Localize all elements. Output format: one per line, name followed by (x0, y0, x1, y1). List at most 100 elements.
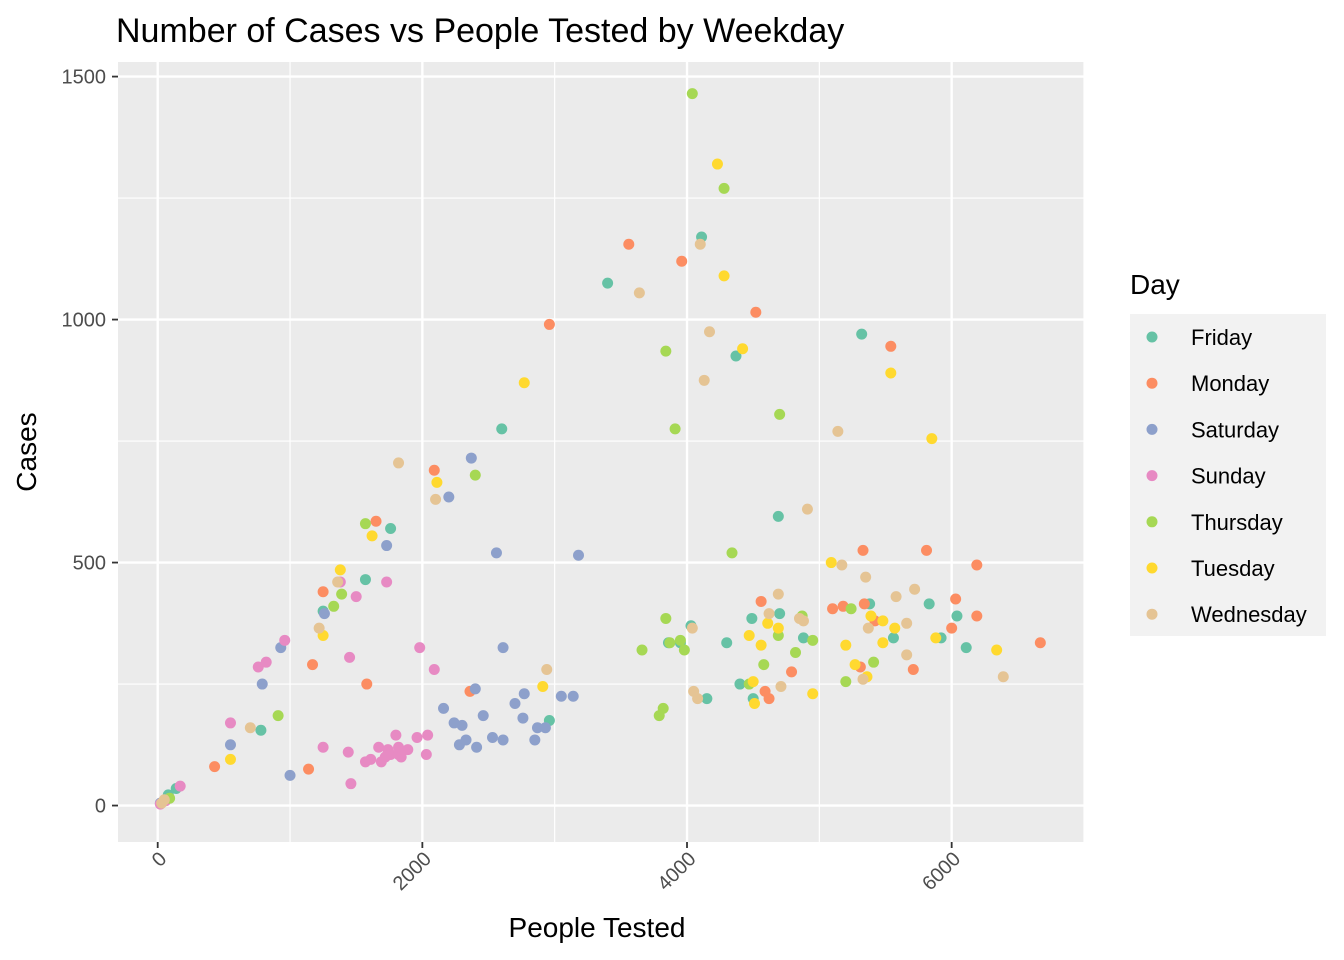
data-point-sunday (174, 780, 186, 792)
legend-label: Tuesday (1191, 556, 1275, 581)
data-point-monday (361, 678, 373, 690)
data-point-sunday (350, 591, 362, 603)
data-point-tuesday (755, 639, 767, 651)
data-point-sunday (345, 778, 357, 790)
data-point-friday (734, 678, 746, 690)
x-axis-title: People Tested (509, 912, 686, 943)
data-point-wednesday (901, 649, 913, 661)
data-point-sunday (395, 751, 407, 763)
data-point-saturday (456, 719, 468, 731)
data-point-monday (370, 515, 382, 527)
data-point-friday (951, 610, 963, 622)
data-point-wednesday (158, 794, 170, 806)
legend-key-thursday (1146, 516, 1158, 528)
data-point-sunday (381, 576, 393, 588)
legend-key-saturday (1146, 423, 1158, 435)
data-point-friday (730, 350, 742, 362)
data-point-saturday (465, 452, 477, 464)
data-point-sunday (402, 744, 414, 756)
data-point-saturday (443, 491, 455, 503)
data-point-monday (827, 603, 839, 615)
data-point-tuesday (889, 622, 901, 634)
data-point-monday (1034, 637, 1046, 649)
data-point-tuesday (366, 530, 378, 542)
data-point-tuesday (224, 753, 236, 765)
data-point-tuesday (537, 680, 549, 692)
data-point-sunday (420, 749, 432, 761)
data-point-friday (721, 637, 733, 649)
data-point-saturday (471, 741, 483, 753)
data-point-thursday (359, 518, 371, 530)
data-point-monday (428, 464, 440, 476)
data-point-tuesday (885, 367, 897, 379)
data-point-tuesday (718, 270, 730, 282)
data-point-monday (543, 318, 555, 330)
legend-key-tuesday (1146, 562, 1158, 574)
data-point-saturday (438, 702, 450, 714)
legend-key-sunday (1146, 470, 1158, 482)
data-point-wednesday (909, 583, 921, 595)
legend-key-background (1130, 314, 1326, 636)
data-point-sunday (428, 663, 440, 675)
data-point-tuesday (711, 158, 723, 170)
data-point-saturday (256, 678, 268, 690)
data-point-monday (786, 666, 798, 678)
data-point-sunday (365, 753, 377, 765)
data-point-thursday (807, 634, 819, 646)
data-point-saturday (518, 688, 530, 700)
data-point-monday (755, 595, 767, 607)
data-point-tuesday (743, 629, 755, 641)
data-point-sunday (385, 749, 397, 761)
data-point-sunday (344, 651, 356, 663)
data-point-sunday (317, 741, 329, 753)
data-point-wednesday (997, 671, 1009, 683)
data-point-wednesday (541, 663, 553, 675)
data-point-saturday (567, 690, 579, 702)
data-point-tuesday (749, 697, 761, 709)
data-point-tuesday (334, 564, 346, 576)
data-point-tuesday (840, 639, 852, 651)
data-point-thursday (674, 634, 686, 646)
data-point-wednesday (832, 425, 844, 437)
data-point-thursday (664, 637, 676, 649)
data-point-monday (623, 238, 635, 250)
data-point-thursday (686, 88, 698, 100)
data-point-sunday (414, 642, 426, 654)
data-point-wednesday (332, 576, 344, 588)
data-point-monday (676, 255, 688, 267)
data-point-saturday (224, 739, 236, 751)
legend-key-monday (1146, 377, 1158, 389)
data-point-thursday (660, 612, 672, 624)
legend-label: Thursday (1191, 510, 1283, 535)
data-point-tuesday (772, 622, 784, 634)
data-point-friday (359, 574, 371, 586)
data-point-wednesday (633, 287, 645, 299)
data-point-friday (772, 510, 784, 522)
data-point-wednesday (763, 608, 775, 620)
data-point-thursday (868, 656, 880, 668)
data-point-monday (907, 663, 919, 675)
data-point-monday (971, 559, 983, 571)
data-point-friday (960, 642, 972, 654)
data-point-monday (921, 544, 933, 556)
data-point-tuesday (926, 433, 938, 445)
data-point-friday (255, 724, 267, 736)
data-point-sunday (342, 746, 354, 758)
data-point-thursday (790, 646, 802, 658)
data-point-thursday (469, 469, 481, 481)
data-point-wednesday (313, 622, 325, 634)
data-point-tuesday (877, 615, 889, 627)
data-point-saturday (555, 690, 567, 702)
data-point-friday (774, 608, 786, 620)
gridlines (118, 62, 1085, 842)
data-point-saturday (539, 722, 551, 734)
data-point-wednesday (775, 680, 787, 692)
data-point-monday (750, 306, 762, 318)
data-point-saturday (497, 734, 509, 746)
data-point-friday (887, 632, 899, 644)
data-point-tuesday (431, 476, 443, 488)
data-point-wednesday (860, 571, 872, 583)
data-point-sunday (422, 729, 434, 741)
data-point-tuesday (877, 637, 889, 649)
